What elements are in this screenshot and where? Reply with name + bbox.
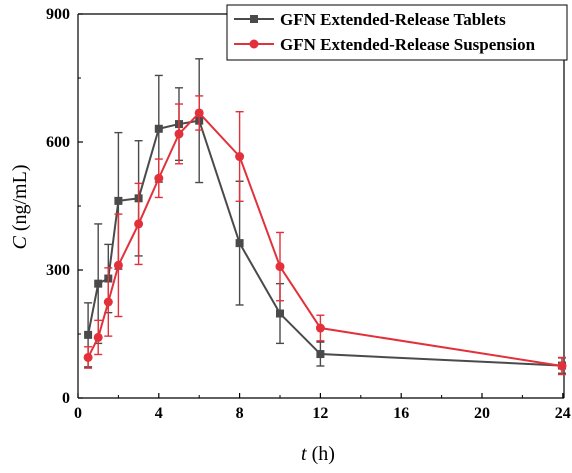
legend-box — [226, 4, 568, 61]
x-tick-label: 12 — [312, 405, 328, 422]
data-point — [103, 297, 113, 307]
series-line — [87, 111, 563, 367]
legend-marker-suspension — [249, 39, 259, 49]
data-point — [315, 323, 325, 333]
legend: GFN Extended-Release Tablets GFN Extende… — [226, 4, 568, 61]
y-tick-label: 0 — [62, 390, 70, 407]
legend-label-tablets: GFN Extended-Release Tablets — [280, 10, 506, 29]
data-point — [316, 350, 325, 359]
y-tick-label: 900 — [46, 6, 70, 23]
data-point — [194, 108, 204, 118]
series-1 — [83, 95, 567, 376]
data-point — [557, 361, 567, 371]
x-tick-label: 20 — [474, 405, 490, 422]
data-point — [113, 260, 123, 270]
data-point — [134, 219, 144, 229]
data-point — [114, 196, 123, 205]
y-tick-label: 300 — [46, 262, 70, 279]
legend-marker-tablets — [250, 15, 258, 23]
data-point — [93, 332, 103, 342]
x-tick-label: 0 — [74, 405, 82, 422]
axes-layer: 0 300 600 900 0 4 8 12 16 20 24 — [46, 6, 571, 422]
data-point — [94, 279, 103, 288]
x-tick-label: 24 — [555, 405, 571, 422]
data-point — [174, 129, 184, 139]
x-axis-title: t (h) — [301, 443, 335, 465]
data-point — [83, 352, 93, 362]
data-point — [275, 262, 285, 272]
x-tick-label: 4 — [155, 405, 163, 422]
x-tick-label: 16 — [393, 405, 409, 422]
y-tick-label: 600 — [46, 134, 70, 151]
data-point — [235, 239, 244, 248]
data-point — [84, 330, 93, 339]
series-layer — [83, 58, 567, 376]
x-tick-label: 8 — [236, 405, 244, 422]
data-point — [154, 124, 163, 133]
data-point — [235, 152, 245, 162]
legend-label-suspension: GFN Extended-Release Suspension — [280, 35, 536, 54]
y-axis-title: C (ng/mL) — [9, 165, 31, 250]
data-point — [154, 173, 164, 183]
series-0 — [84, 58, 566, 374]
data-point — [276, 309, 284, 318]
